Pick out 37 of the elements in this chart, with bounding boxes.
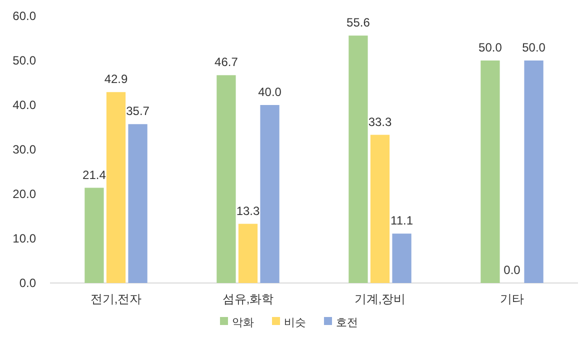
legend-label: 호전 <box>336 317 358 329</box>
legend-label: 악화 <box>232 317 254 329</box>
y-tick-label: 30.0 <box>12 142 36 156</box>
data-label: 55.6 <box>346 16 370 30</box>
x-tick-label: 기계,장비 <box>354 292 406 306</box>
data-label: 35.7 <box>126 104 150 118</box>
y-tick-label: 0.0 <box>19 276 36 290</box>
bar <box>84 188 104 283</box>
data-label: 46.7 <box>214 55 238 70</box>
x-tick-label: 전기,전자 <box>90 292 142 306</box>
y-tick-label: 20.0 <box>12 187 36 201</box>
bar <box>106 92 126 283</box>
bar <box>348 36 368 283</box>
bar <box>480 60 500 283</box>
data-label: 40.0 <box>258 85 282 99</box>
data-label: 33.3 <box>368 114 392 129</box>
y-tick-label: 10.0 <box>12 232 36 246</box>
x-tick-label: 기타 <box>500 292 524 306</box>
data-label: 50.0 <box>478 40 502 54</box>
data-label: 50.0 <box>522 40 546 54</box>
bar <box>260 105 280 283</box>
bar <box>128 124 148 283</box>
bar <box>370 134 390 283</box>
y-tick-label: 50.0 <box>12 54 36 68</box>
bar <box>216 75 236 283</box>
data-label: 11.1 <box>390 214 414 228</box>
bar <box>238 224 258 283</box>
y-tick-label: 60.0 <box>12 9 36 23</box>
bar <box>392 234 412 283</box>
bar <box>524 60 544 283</box>
legend-label: 비슷 <box>284 317 306 329</box>
data-label: 21.4 <box>82 168 106 182</box>
y-tick-label: 40.0 <box>12 98 36 112</box>
data-label: 13.3 <box>236 204 260 218</box>
data-label: 42.9 <box>104 72 128 86</box>
data-label: 0.0 <box>504 263 521 277</box>
x-tick-label: 섬유,화학 <box>222 292 274 306</box>
